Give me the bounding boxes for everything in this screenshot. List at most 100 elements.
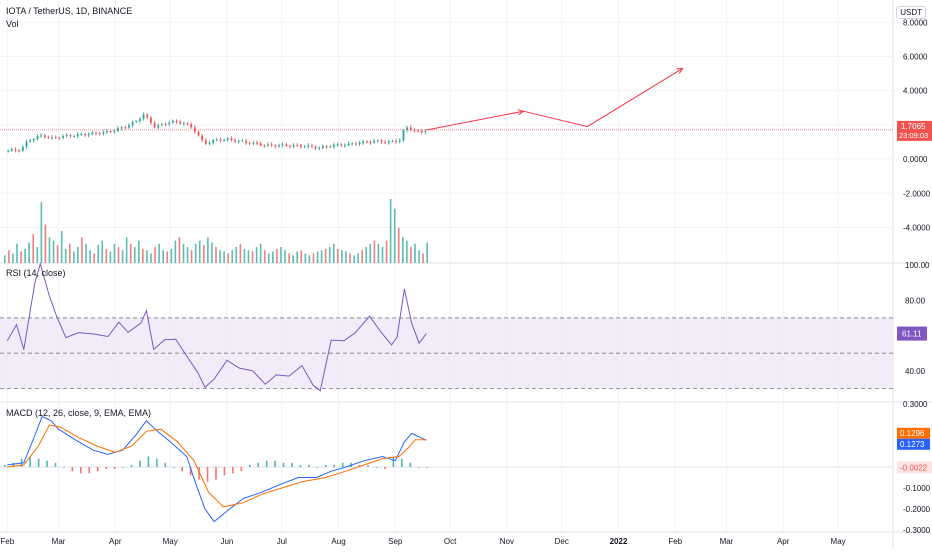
x-tick-12: Feb bbox=[668, 537, 682, 546]
candle-body-103 bbox=[384, 142, 387, 144]
candle-body-47 bbox=[179, 121, 182, 124]
macd-title: MACD (12, 26, close, 9, EMA, EMA) bbox=[6, 408, 151, 418]
volume-bar-55 bbox=[227, 253, 229, 263]
macd-histogram-bar-8 bbox=[71, 467, 74, 472]
candle-body-99 bbox=[369, 142, 372, 144]
candle-body-72 bbox=[270, 144, 273, 146]
volume-bar-93 bbox=[381, 247, 384, 263]
candle-body-3 bbox=[18, 150, 21, 152]
rsi-line bbox=[6, 261, 427, 392]
volume-bar-85 bbox=[349, 253, 351, 263]
volume-bar-23 bbox=[97, 245, 100, 263]
candle-body-109 bbox=[406, 127, 409, 131]
macd-histogram-bar-19 bbox=[164, 462, 167, 467]
volume-bar-81 bbox=[332, 243, 335, 263]
candle-body-86 bbox=[322, 146, 324, 148]
candle-body-88 bbox=[329, 146, 332, 148]
candle-body-87 bbox=[325, 146, 328, 148]
candle-body-77 bbox=[289, 145, 291, 147]
volume-bar-12 bbox=[52, 240, 55, 263]
volume-bar-53 bbox=[219, 250, 221, 263]
macd-signal-value: 0.1296 bbox=[900, 429, 925, 438]
volume-bar-88 bbox=[361, 250, 363, 263]
volume-bar-56 bbox=[231, 250, 234, 263]
candle-body-38 bbox=[146, 114, 149, 118]
candle-body-58 bbox=[219, 139, 222, 141]
macd-series-signal bbox=[7, 424, 427, 508]
candle-body-74 bbox=[278, 145, 280, 147]
volume-bar-77 bbox=[316, 251, 319, 263]
candle-body-0 bbox=[7, 150, 10, 152]
volume-bar-15 bbox=[64, 248, 67, 263]
candle-body-60 bbox=[226, 138, 229, 140]
candle-body-56 bbox=[212, 139, 215, 143]
volume-bar-11 bbox=[48, 237, 51, 263]
candle-body-7 bbox=[32, 138, 35, 141]
candle-body-43 bbox=[164, 124, 167, 126]
volume-bar-83 bbox=[341, 250, 343, 263]
x-tick-4: Jun bbox=[220, 537, 233, 546]
x-tick-1: Mar bbox=[52, 537, 66, 546]
candle-body-31 bbox=[120, 127, 123, 129]
candle-body-91 bbox=[340, 144, 343, 146]
candle-body-42 bbox=[161, 124, 163, 126]
rsi-value-badge bbox=[897, 326, 927, 341]
candle-body-16 bbox=[65, 135, 68, 137]
volume-bar-76 bbox=[312, 253, 315, 263]
volume-bar-75 bbox=[308, 255, 311, 263]
volume-bar-27 bbox=[113, 243, 116, 263]
volume-bar-66 bbox=[272, 251, 274, 263]
volume-bar-31 bbox=[129, 243, 132, 263]
macd-tick-0: 0.3000 bbox=[903, 400, 928, 409]
volume-bar-42 bbox=[174, 240, 177, 263]
macd-histogram-badge bbox=[897, 461, 932, 474]
candle-body-8 bbox=[36, 136, 39, 139]
candle-body-28 bbox=[109, 130, 112, 132]
x-tick-13: Mar bbox=[720, 537, 734, 546]
price-tick-5: -2.0000 bbox=[903, 189, 931, 198]
candle-body-46 bbox=[175, 120, 178, 122]
price-badge bbox=[897, 120, 932, 141]
candle-body-62 bbox=[234, 140, 237, 142]
volume-bar-57 bbox=[235, 247, 238, 263]
candle-body-45 bbox=[172, 120, 174, 123]
unit-badge[interactable]: USDT bbox=[896, 6, 926, 19]
volume-bar-44 bbox=[182, 243, 185, 263]
macd-histogram-bar-50 bbox=[426, 467, 428, 468]
volume-bar-0 bbox=[4, 255, 6, 263]
volume-bar-74 bbox=[304, 253, 307, 263]
candle-body-48 bbox=[182, 123, 185, 125]
price-tick-1: 6.0000 bbox=[903, 52, 928, 61]
candle-body-82 bbox=[307, 145, 310, 147]
candle-body-83 bbox=[311, 145, 313, 147]
macd-histogram-bar-39 bbox=[333, 464, 336, 467]
macd-histogram-bar-21 bbox=[181, 467, 183, 472]
macd-histogram-bar-20 bbox=[172, 467, 175, 468]
volume-bar-89 bbox=[365, 247, 368, 263]
volume-bar-50 bbox=[207, 237, 209, 263]
macd-histogram-bar-12 bbox=[105, 467, 107, 470]
macd-histogram-bar-5 bbox=[46, 460, 48, 467]
candle-body-101 bbox=[376, 140, 379, 142]
macd-histogram-bar-4 bbox=[37, 458, 40, 467]
candle-body-41 bbox=[157, 125, 160, 128]
volume-bar-13 bbox=[56, 245, 59, 263]
candle-body-65 bbox=[245, 140, 248, 143]
candle-body-54 bbox=[204, 140, 207, 144]
volume-bar-22 bbox=[93, 253, 95, 263]
volume-bar-24 bbox=[101, 240, 104, 263]
candle-body-69 bbox=[259, 143, 262, 146]
candle-body-95 bbox=[355, 143, 357, 145]
volume-bar-38 bbox=[158, 243, 160, 263]
macd-signal-badge bbox=[897, 427, 930, 439]
candle-body-73 bbox=[274, 145, 277, 147]
candle-body-26 bbox=[102, 132, 105, 134]
volume-bar-35 bbox=[146, 250, 148, 263]
volume-bar-30 bbox=[125, 237, 128, 263]
macd-histogram-bar-32 bbox=[274, 460, 276, 467]
volume-bar-8 bbox=[36, 247, 39, 263]
volume-bar-69 bbox=[284, 250, 286, 263]
candle-body-55 bbox=[208, 142, 211, 144]
